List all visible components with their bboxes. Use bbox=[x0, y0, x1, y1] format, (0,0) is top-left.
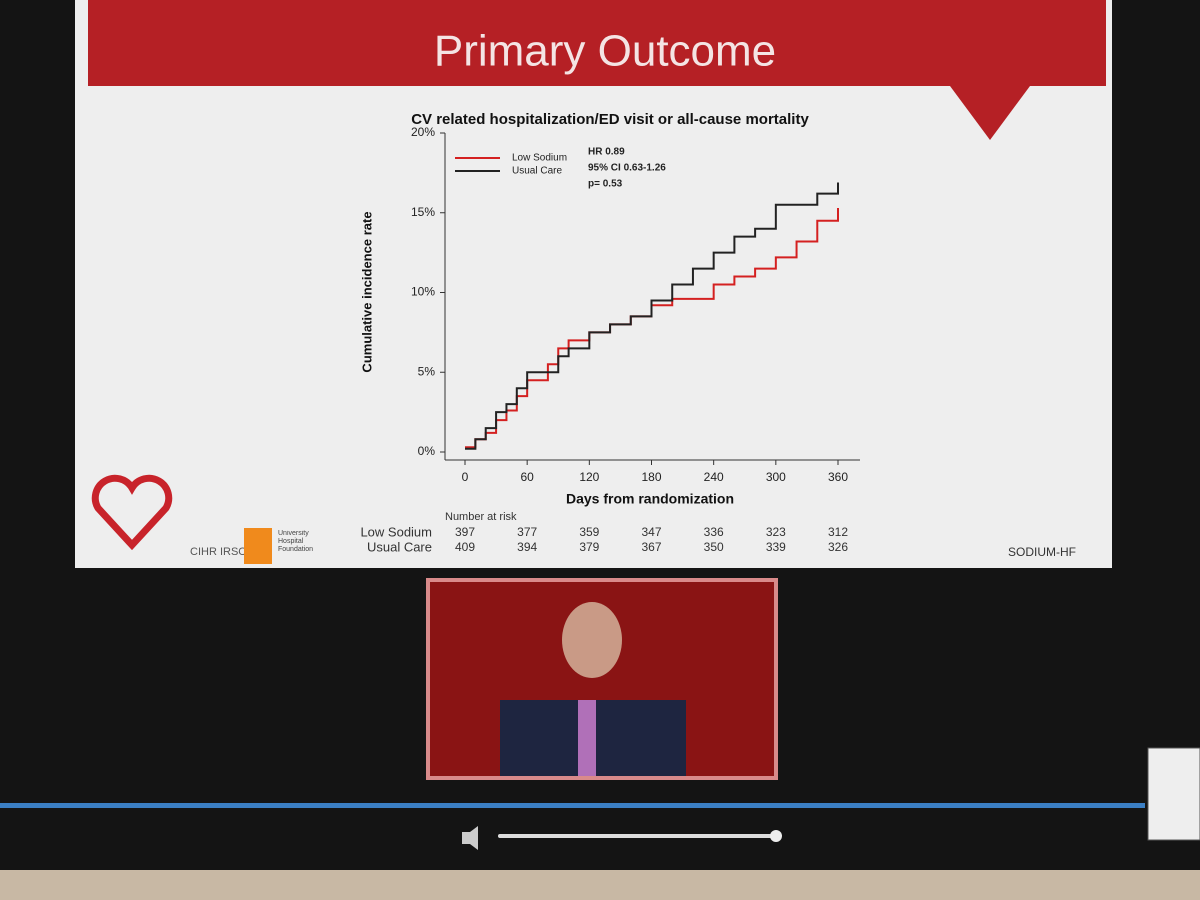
legend-label: Usual Care bbox=[512, 166, 562, 177]
y-tick-label: 15% bbox=[411, 205, 435, 219]
x-tick-label: 300 bbox=[766, 470, 786, 484]
foundation-box: University Hospital Foundation bbox=[278, 530, 314, 553]
slide-title: Primary Outcome bbox=[434, 27, 776, 76]
risk-cell: 409 bbox=[455, 540, 475, 554]
presenter-head bbox=[562, 602, 622, 678]
risk-cell: 367 bbox=[641, 540, 661, 554]
foundation-logo: University Hospital Foundation bbox=[278, 530, 314, 553]
risk-cell: 336 bbox=[704, 525, 724, 539]
risk-row-name: Usual Care bbox=[367, 539, 432, 554]
desk bbox=[0, 870, 1200, 900]
risk-cell: 326 bbox=[828, 540, 848, 554]
risk-cell: 379 bbox=[579, 540, 599, 554]
risk-cell: 394 bbox=[517, 540, 537, 554]
annotation: 95% CI 0.63-1.26 bbox=[588, 163, 666, 174]
x-tick-label: 60 bbox=[520, 470, 534, 484]
risk-cell: 312 bbox=[828, 525, 848, 539]
volume-knob[interactable] bbox=[770, 830, 782, 842]
annotation: HR 0.89 bbox=[588, 147, 625, 158]
progress-bar[interactable] bbox=[0, 803, 1145, 808]
heart-logo bbox=[91, 474, 173, 551]
x-tick-label: 120 bbox=[579, 470, 599, 484]
risk-cell: 323 bbox=[766, 525, 786, 539]
y-tick-label: 0% bbox=[418, 444, 436, 458]
risk-cell: 359 bbox=[579, 525, 599, 539]
x-tick-label: 180 bbox=[641, 470, 661, 484]
risk-cell: 397 bbox=[455, 525, 475, 539]
y-tick-label: 10% bbox=[411, 285, 435, 299]
x-axis-label: Days from randomization bbox=[566, 491, 734, 507]
slide bbox=[75, 0, 1112, 568]
y-axis-label: Cumulative incidence rate bbox=[359, 211, 374, 372]
x-tick-label: 360 bbox=[828, 470, 848, 484]
x-tick-label: 240 bbox=[704, 470, 724, 484]
annotation: p= 0.53 bbox=[588, 179, 623, 190]
risk-row-name: Low Sodium bbox=[360, 524, 432, 539]
risk-cell: 339 bbox=[766, 540, 786, 554]
risk-table-title: Number at risk bbox=[445, 511, 517, 523]
legend-label: Low Sodium bbox=[512, 153, 567, 164]
study-logo: SODIUM-HF bbox=[1008, 545, 1076, 559]
presenter-tie bbox=[578, 700, 596, 776]
x-tick-label: 0 bbox=[462, 470, 469, 484]
volume-slider[interactable] bbox=[498, 834, 778, 838]
slide-header bbox=[88, 0, 1106, 86]
volume-button[interactable] bbox=[462, 826, 478, 850]
risk-cell: 377 bbox=[517, 525, 537, 539]
thumbnail[interactable] bbox=[1147, 747, 1200, 841]
foundation-icon bbox=[244, 528, 272, 564]
chart-title: CV related hospitalization/ED visit or a… bbox=[411, 111, 809, 128]
y-tick-label: 5% bbox=[418, 364, 436, 378]
risk-cell: 347 bbox=[641, 525, 661, 539]
y-tick-label: 20% bbox=[411, 125, 435, 139]
risk-cell: 350 bbox=[704, 540, 724, 554]
header-notch bbox=[950, 86, 1030, 140]
cihr-logo: CIHR IRSC bbox=[190, 546, 246, 558]
series-line bbox=[465, 182, 839, 450]
